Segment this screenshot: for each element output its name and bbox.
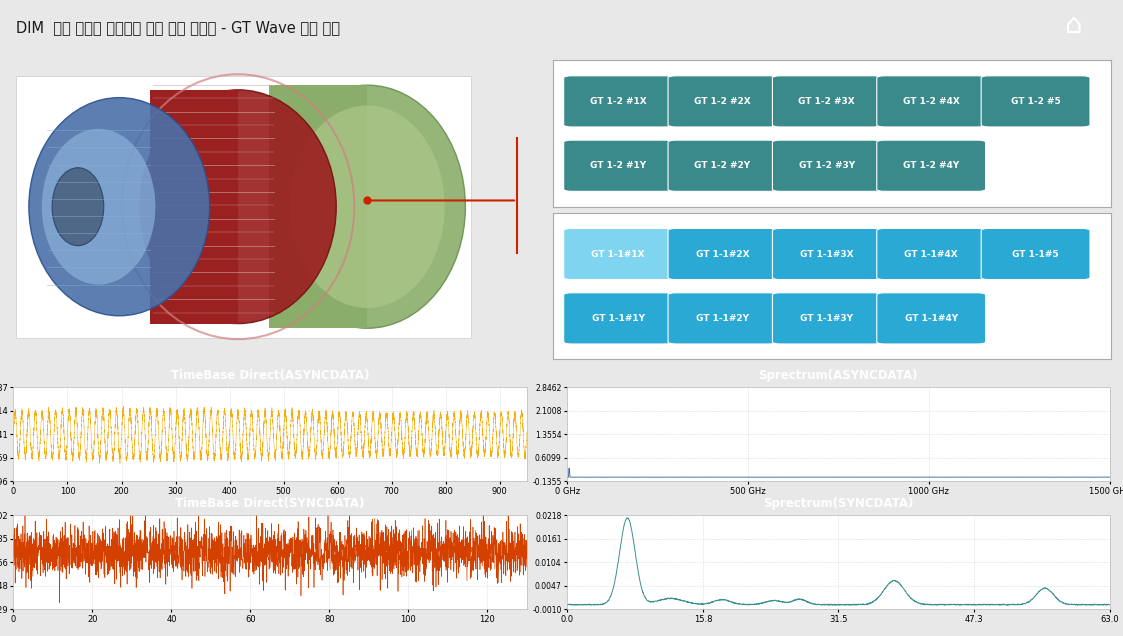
Text: GT 1-2 #4Y: GT 1-2 #4Y: [903, 162, 959, 170]
Bar: [270, 85, 367, 328]
Ellipse shape: [52, 168, 103, 245]
FancyBboxPatch shape: [877, 293, 986, 344]
FancyBboxPatch shape: [773, 228, 882, 280]
FancyBboxPatch shape: [668, 76, 777, 127]
Text: GT 1-1#1X: GT 1-1#1X: [592, 249, 645, 258]
Text: TimeBase Direct(ASYNCDATA): TimeBase Direct(ASYNCDATA): [171, 369, 369, 382]
Text: GT 1-1#4Y: GT 1-1#4Y: [905, 314, 958, 323]
Text: GT 1-2 #1X: GT 1-2 #1X: [590, 97, 647, 106]
Text: GT 1-1#2Y: GT 1-1#2Y: [696, 314, 749, 323]
Text: GT 1-2 #1Y: GT 1-2 #1Y: [590, 162, 646, 170]
FancyBboxPatch shape: [877, 228, 986, 280]
Text: GT 1-1#3Y: GT 1-1#3Y: [801, 314, 853, 323]
Text: TimeBase Direct(SYNCDATA): TimeBase Direct(SYNCDATA): [175, 497, 365, 509]
FancyBboxPatch shape: [877, 140, 986, 191]
FancyBboxPatch shape: [982, 228, 1090, 280]
Ellipse shape: [290, 106, 445, 308]
Ellipse shape: [42, 128, 155, 285]
Text: GT 1-1#4X: GT 1-1#4X: [904, 249, 958, 258]
FancyBboxPatch shape: [564, 228, 673, 280]
FancyBboxPatch shape: [668, 228, 777, 280]
Text: GT 1-2 #4X: GT 1-2 #4X: [903, 97, 960, 106]
Text: GT 1-1#5: GT 1-1#5: [1012, 249, 1059, 258]
FancyBboxPatch shape: [668, 293, 777, 344]
Ellipse shape: [29, 97, 210, 315]
Text: Sprectrum(SYNCDATA): Sprectrum(SYNCDATA): [764, 497, 913, 509]
Text: GT 1-1#2X: GT 1-1#2X: [695, 249, 749, 258]
Text: GT 1-2 #3Y: GT 1-2 #3Y: [798, 162, 855, 170]
Text: GT 1-2 #3X: GT 1-2 #3X: [798, 97, 856, 106]
Text: GT 1-1#1Y: GT 1-1#1Y: [592, 314, 645, 323]
Ellipse shape: [140, 90, 336, 324]
FancyBboxPatch shape: [773, 76, 882, 127]
Text: Sprectrum(ASYNCDATA): Sprectrum(ASYNCDATA): [758, 369, 919, 382]
Bar: [150, 90, 238, 324]
Text: ⌂: ⌂: [1065, 11, 1083, 39]
Ellipse shape: [270, 85, 465, 328]
Bar: [16, 76, 471, 338]
Text: GT 1-2 #2X: GT 1-2 #2X: [694, 97, 751, 106]
Text: DIM  화력 발전소 진동이상 징후 감시 시스템 - GT Wave 전체 정보: DIM 화력 발전소 진동이상 징후 감시 시스템 - GT Wave 전체 정…: [16, 20, 339, 35]
Text: GT 1-2 #2Y: GT 1-2 #2Y: [694, 162, 750, 170]
Text: GT 1-2 #5: GT 1-2 #5: [1011, 97, 1060, 106]
FancyBboxPatch shape: [773, 140, 882, 191]
FancyBboxPatch shape: [564, 293, 673, 344]
FancyBboxPatch shape: [564, 140, 673, 191]
FancyBboxPatch shape: [877, 76, 986, 127]
FancyBboxPatch shape: [982, 76, 1090, 127]
FancyBboxPatch shape: [668, 140, 777, 191]
FancyBboxPatch shape: [564, 76, 673, 127]
Text: GT 1-1#3X: GT 1-1#3X: [800, 249, 853, 258]
FancyBboxPatch shape: [773, 293, 882, 344]
